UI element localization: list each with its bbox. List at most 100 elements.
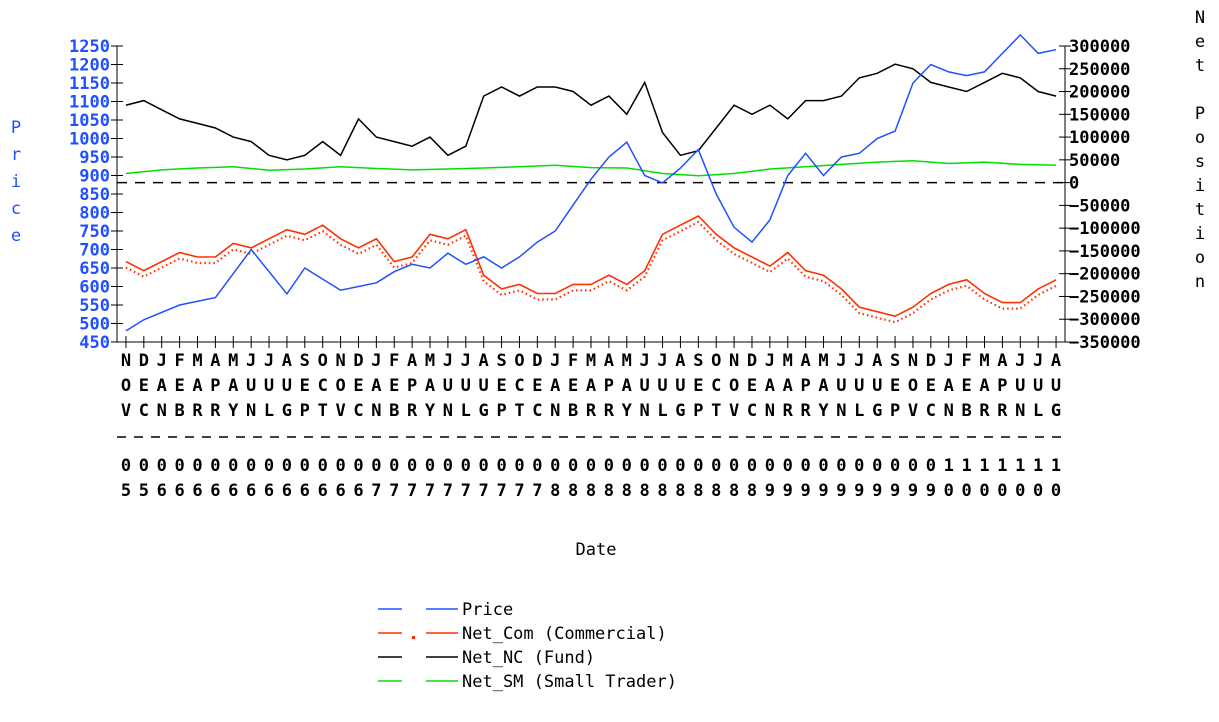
year-label-char: 8 bbox=[657, 481, 667, 501]
month-label-char: A bbox=[371, 376, 381, 396]
year-label-char: 8 bbox=[675, 481, 685, 501]
month-label-char: M bbox=[622, 351, 632, 371]
year-label-char: 0 bbox=[210, 456, 220, 476]
month-labels: NOVDECJANFEBMARAPRMAYJUNJULAUGSEPOCTNOVD… bbox=[121, 351, 1061, 421]
year-label-char: 0 bbox=[783, 456, 793, 476]
year-label-char: 0 bbox=[604, 456, 614, 476]
year-label-char: 0 bbox=[174, 456, 184, 476]
month-label-char: L bbox=[854, 401, 864, 421]
left-tick-label: 1050 bbox=[69, 111, 110, 131]
year-label-char: 0 bbox=[1051, 481, 1061, 501]
year-label-char: 5 bbox=[121, 481, 131, 501]
month-label-char: J bbox=[944, 351, 954, 371]
year-label-char: 7 bbox=[532, 481, 542, 501]
year-label-char: 0 bbox=[1015, 481, 1025, 501]
month-label-char: N bbox=[121, 351, 131, 371]
month-label-char: M bbox=[228, 351, 238, 371]
month-label-char: U bbox=[264, 376, 274, 396]
year-label-char: 6 bbox=[246, 481, 256, 501]
year-label-char: 0 bbox=[640, 456, 650, 476]
left-tick-label: 600 bbox=[79, 278, 110, 298]
month-label-char: P bbox=[300, 401, 310, 421]
series-dots-com bbox=[125, 220, 1057, 324]
legend-marker bbox=[412, 636, 415, 639]
month-label-char: N bbox=[335, 351, 345, 371]
year-label-char: 0 bbox=[1033, 481, 1043, 501]
left-label-char: P bbox=[11, 118, 21, 138]
year-label-char: 9 bbox=[890, 481, 900, 501]
month-label-char: N bbox=[765, 401, 775, 421]
month-label-char: Y bbox=[622, 401, 633, 421]
month-label-char: E bbox=[890, 376, 900, 396]
month-label-char: V bbox=[121, 401, 131, 421]
year-label-char: 0 bbox=[407, 456, 417, 476]
year-label-char: 0 bbox=[389, 456, 399, 476]
x-ticks bbox=[125, 336, 1057, 348]
right-tick-label: 0 bbox=[1069, 174, 1079, 194]
year-label-char: 0 bbox=[657, 456, 667, 476]
year-label-char: 7 bbox=[461, 481, 471, 501]
year-label-char: 0 bbox=[139, 456, 149, 476]
month-label-char: A bbox=[944, 376, 954, 396]
right-label-char: P bbox=[1195, 104, 1205, 124]
month-label-char: S bbox=[693, 351, 703, 371]
right-label-char: o bbox=[1195, 128, 1205, 148]
year-label-char: 1 bbox=[1051, 456, 1061, 476]
month-label-char: J bbox=[1033, 351, 1043, 371]
left-label-char: c bbox=[11, 199, 21, 219]
month-label-char: C bbox=[139, 401, 149, 421]
right-tick-label: 250000 bbox=[1069, 60, 1130, 80]
month-label-char: R bbox=[801, 401, 812, 421]
month-label-char: N bbox=[729, 351, 739, 371]
month-label-char: E bbox=[747, 376, 757, 396]
month-label-char: P bbox=[693, 401, 703, 421]
year-label-char: 0 bbox=[622, 456, 632, 476]
legend-item: Net_SM (Small Trader) bbox=[378, 672, 677, 692]
left-ticks: 4505005506006507007508008509009501000105… bbox=[69, 37, 123, 353]
legend-label: Net_Com (Commercial) bbox=[462, 624, 667, 644]
right-tick-label: 50000 bbox=[1069, 151, 1120, 171]
year-label-char: 9 bbox=[765, 481, 775, 501]
right-label-char: t bbox=[1195, 200, 1205, 220]
month-label-char: A bbox=[818, 376, 828, 396]
month-label-char: U bbox=[443, 376, 453, 396]
month-label-char: E bbox=[300, 376, 310, 396]
year-label-char: 6 bbox=[192, 481, 202, 501]
year-label-char: 0 bbox=[711, 456, 721, 476]
month-label-char: M bbox=[783, 351, 793, 371]
year-label-char: 7 bbox=[479, 481, 489, 501]
month-label-char: N bbox=[640, 401, 650, 421]
month-label-char: A bbox=[586, 376, 596, 396]
legend-item: Net_NC (Fund) bbox=[378, 648, 595, 668]
month-label-char: P bbox=[210, 376, 220, 396]
year-label-char: 0 bbox=[765, 456, 775, 476]
month-label-char: A bbox=[622, 376, 632, 396]
month-label-char: J bbox=[657, 351, 667, 371]
month-label-char: E bbox=[139, 376, 149, 396]
month-label-char: B bbox=[389, 401, 399, 421]
year-label-char: 8 bbox=[747, 481, 757, 501]
year-label-char: 0 bbox=[747, 456, 757, 476]
year-label-char: 6 bbox=[264, 481, 274, 501]
month-label-char: Y bbox=[425, 401, 436, 421]
series-line-net-nc bbox=[125, 63, 1057, 161]
right-label-char: s bbox=[1195, 152, 1205, 172]
year-label-char: 6 bbox=[335, 481, 345, 501]
year-label-char: 0 bbox=[318, 456, 328, 476]
month-label-char: P bbox=[496, 401, 506, 421]
year-label-char: 0 bbox=[443, 456, 453, 476]
month-label-char: O bbox=[908, 376, 918, 396]
month-label-char: J bbox=[264, 351, 274, 371]
month-label-char: A bbox=[675, 351, 685, 371]
year-label-char: 0 bbox=[908, 456, 918, 476]
left-label-char: e bbox=[11, 226, 21, 246]
year-label-char: 6 bbox=[282, 481, 292, 501]
year-label-char: 9 bbox=[818, 481, 828, 501]
month-label-char: O bbox=[711, 351, 721, 371]
month-label-char: N bbox=[1015, 401, 1025, 421]
month-label-char: R bbox=[997, 401, 1008, 421]
month-label-char: L bbox=[264, 401, 274, 421]
month-label-char: M bbox=[192, 351, 202, 371]
left-tick-label: 850 bbox=[79, 185, 110, 205]
